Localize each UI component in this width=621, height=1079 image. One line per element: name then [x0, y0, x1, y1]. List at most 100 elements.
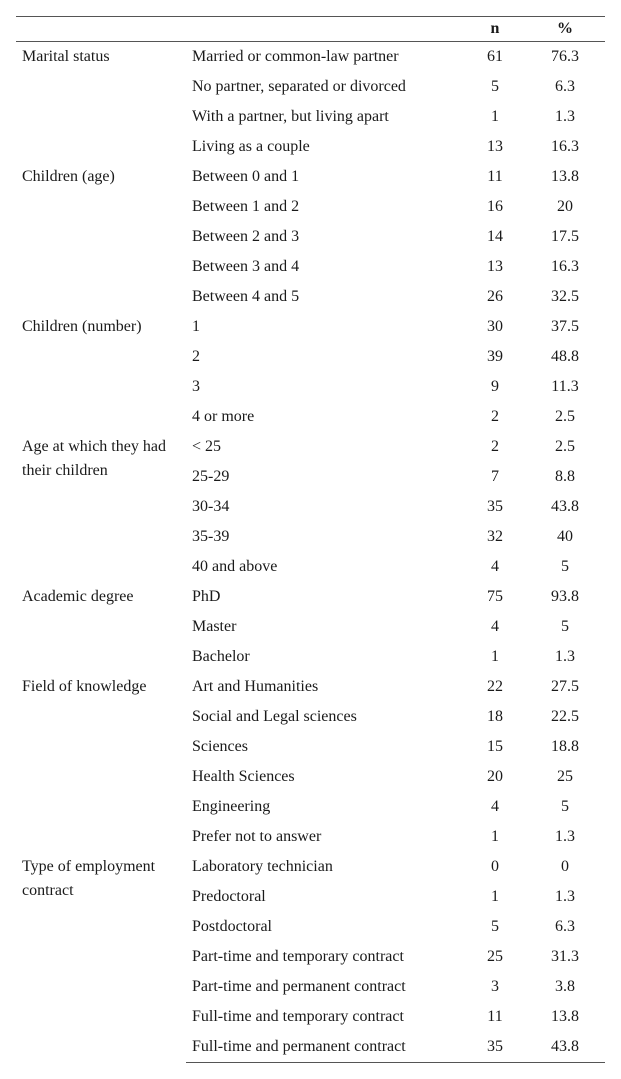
n-cell: 20 [465, 762, 525, 792]
pct-cell: 16.3 [525, 132, 605, 162]
item-cell: 1 [186, 312, 465, 342]
pct-cell: 6.3 [525, 72, 605, 102]
header-pct: % [525, 17, 605, 42]
pct-cell: 27.5 [525, 672, 605, 702]
n-cell: 2 [465, 402, 525, 432]
pct-cell: 32.5 [525, 282, 605, 312]
category-cell: Children (age) [16, 162, 186, 312]
pct-cell: 1.3 [525, 882, 605, 912]
pct-cell: 1.3 [525, 642, 605, 672]
n-cell: 4 [465, 612, 525, 642]
item-cell: No partner, separated or divorced [186, 72, 465, 102]
table-row: Type of employment contractLaboratory te… [16, 852, 605, 882]
n-cell: 26 [465, 282, 525, 312]
pct-cell: 48.8 [525, 342, 605, 372]
n-cell: 22 [465, 672, 525, 702]
item-cell: Between 3 and 4 [186, 252, 465, 282]
pct-cell: 31.3 [525, 942, 605, 972]
item-cell: Full-time and temporary contract [186, 1002, 465, 1032]
table-wrapper: n % Marital statusMarried or common-law … [16, 16, 605, 1063]
pct-cell: 8.8 [525, 462, 605, 492]
table-body: Marital statusMarried or common-law part… [16, 42, 605, 1063]
table-row: Children (number)13037.5 [16, 312, 605, 342]
item-cell: PhD [186, 582, 465, 612]
pct-cell: 17.5 [525, 222, 605, 252]
pct-cell: 5 [525, 612, 605, 642]
pct-cell: 5 [525, 792, 605, 822]
table-row: Field of knowledgeArt and Humanities2227… [16, 672, 605, 702]
item-cell: Living as a couple [186, 132, 465, 162]
n-cell: 32 [465, 522, 525, 552]
item-cell: Postdoctoral [186, 912, 465, 942]
n-cell: 4 [465, 792, 525, 822]
pct-cell: 40 [525, 522, 605, 552]
item-cell: 3 [186, 372, 465, 402]
item-cell: Engineering [186, 792, 465, 822]
item-cell: Laboratory technician [186, 852, 465, 882]
item-cell: 25-29 [186, 462, 465, 492]
table-row: Marital statusMarried or common-law part… [16, 42, 605, 73]
item-cell: 40 and above [186, 552, 465, 582]
pct-cell: 43.8 [525, 492, 605, 522]
category-cell: Children (number) [16, 312, 186, 432]
item-cell: Between 1 and 2 [186, 192, 465, 222]
category-cell: Marital status [16, 42, 186, 163]
pct-cell: 2.5 [525, 402, 605, 432]
data-table: n % Marital statusMarried or common-law … [16, 16, 605, 1063]
n-cell: 3 [465, 972, 525, 1002]
pct-cell: 20 [525, 192, 605, 222]
item-cell: Part-time and permanent contract [186, 972, 465, 1002]
n-cell: 30 [465, 312, 525, 342]
n-cell: 11 [465, 162, 525, 192]
item-cell: 4 or more [186, 402, 465, 432]
item-cell: Sciences [186, 732, 465, 762]
n-cell: 5 [465, 912, 525, 942]
item-cell: Full-time and permanent contract [186, 1032, 465, 1063]
n-cell: 39 [465, 342, 525, 372]
header-blank-2 [186, 17, 465, 42]
item-cell: < 25 [186, 432, 465, 462]
n-cell: 25 [465, 942, 525, 972]
item-cell: 35-39 [186, 522, 465, 552]
item-cell: 2 [186, 342, 465, 372]
pct-cell: 18.8 [525, 732, 605, 762]
table-row: Children (age)Between 0 and 11113.8 [16, 162, 605, 192]
n-cell: 15 [465, 732, 525, 762]
table-row: Academic degreePhD7593.8 [16, 582, 605, 612]
pct-cell: 43.8 [525, 1032, 605, 1063]
item-cell: Social and Legal sciences [186, 702, 465, 732]
n-cell: 35 [465, 492, 525, 522]
n-cell: 16 [465, 192, 525, 222]
pct-cell: 0 [525, 852, 605, 882]
n-cell: 1 [465, 642, 525, 672]
item-cell: Art and Humanities [186, 672, 465, 702]
pct-cell: 93.8 [525, 582, 605, 612]
item-cell: Married or common-law partner [186, 42, 465, 73]
n-cell: 11 [465, 1002, 525, 1032]
n-cell: 13 [465, 252, 525, 282]
item-cell: With a partner, but living apart [186, 102, 465, 132]
category-cell: Field of knowledge [16, 672, 186, 852]
pct-cell: 76.3 [525, 42, 605, 73]
category-cell: Academic degree [16, 582, 186, 672]
n-cell: 9 [465, 372, 525, 402]
pct-cell: 13.8 [525, 1002, 605, 1032]
item-cell: Between 0 and 1 [186, 162, 465, 192]
pct-cell: 1.3 [525, 102, 605, 132]
category-cell: Age at which they had their children [16, 432, 186, 582]
pct-cell: 6.3 [525, 912, 605, 942]
pct-cell: 13.8 [525, 162, 605, 192]
item-cell: Predoctoral [186, 882, 465, 912]
n-cell: 5 [465, 72, 525, 102]
n-cell: 13 [465, 132, 525, 162]
pct-cell: 25 [525, 762, 605, 792]
item-cell: Prefer not to answer [186, 822, 465, 852]
n-cell: 18 [465, 702, 525, 732]
item-cell: Master [186, 612, 465, 642]
n-cell: 35 [465, 1032, 525, 1063]
n-cell: 1 [465, 882, 525, 912]
pct-cell: 16.3 [525, 252, 605, 282]
n-cell: 75 [465, 582, 525, 612]
pct-cell: 37.5 [525, 312, 605, 342]
pct-cell: 1.3 [525, 822, 605, 852]
